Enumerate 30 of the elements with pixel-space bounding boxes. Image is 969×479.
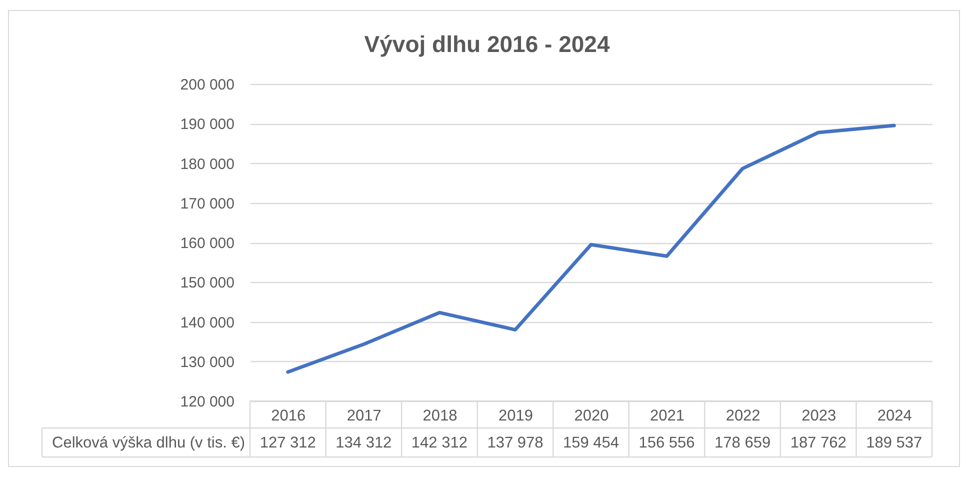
data-label: 156 556 — [638, 434, 695, 452]
x-tick-label: 2016 — [271, 408, 306, 424]
x-tick-label: 2023 — [802, 408, 836, 424]
text: Celková výška dlhu (v tis. €) — [52, 434, 245, 452]
data-label: 142 312 — [411, 434, 468, 452]
data-label: 187 762 — [790, 434, 846, 452]
data-label: 127 312 — [260, 434, 316, 452]
y-tick-label: 200 000 — [180, 76, 234, 94]
x-tick-label: 2019 — [498, 408, 533, 424]
y-tick-label: 140 000 — [180, 314, 234, 332]
y-tick-label: 160 000 — [180, 235, 234, 252]
x-tick-label: 2022 — [726, 408, 760, 424]
data-label: 178 659 — [714, 434, 771, 452]
data-label: 159 454 — [562, 434, 620, 452]
x-tick-label: 2020 — [574, 408, 610, 424]
y-tick-label: 120 000 — [180, 394, 234, 410]
x-tick-label: 2021 — [650, 408, 685, 424]
data-label: 134 312 — [336, 434, 392, 452]
x-tick-label: 2018 — [422, 408, 458, 424]
y-tick-label: 130 000 — [180, 354, 234, 371]
x-tick-label: 2024 — [877, 408, 912, 424]
data-label: 137 978 — [487, 434, 544, 452]
line-series — [286, 124, 896, 374]
chart-title: Vývoj dlhu 2016 - 2024 — [364, 31, 610, 57]
y-tick-label: 180 000 — [180, 156, 234, 173]
y-tick-label: 150 000 — [180, 274, 234, 292]
y-tick-label: 190 000 — [180, 116, 234, 134]
data-label: 189 537 — [866, 434, 922, 452]
y-tick-label: 170 000 — [180, 195, 234, 212]
x-tick-label: 2017 — [346, 408, 382, 424]
